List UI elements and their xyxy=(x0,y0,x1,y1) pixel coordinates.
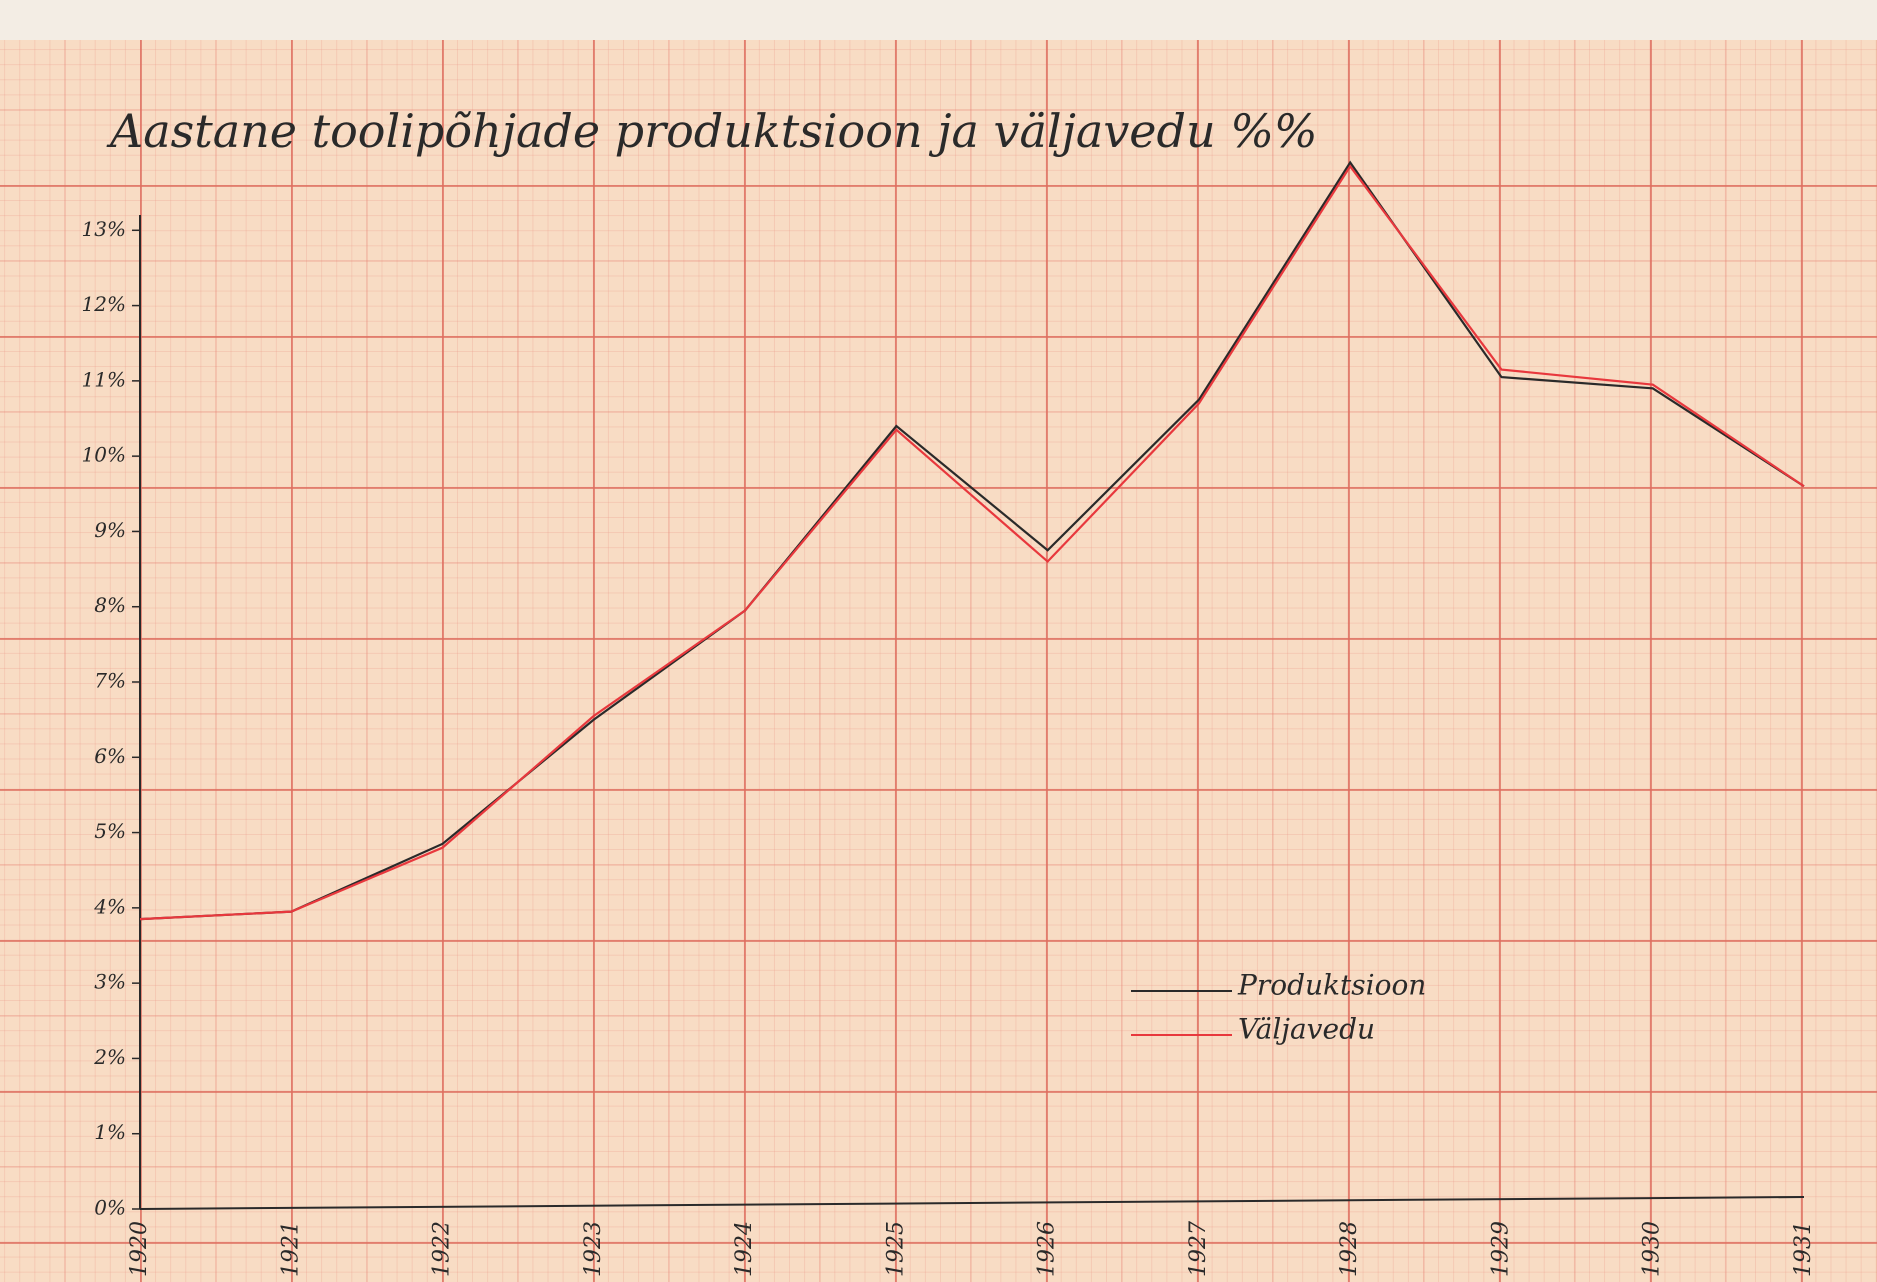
x-tick-label: 1923 xyxy=(581,1221,606,1277)
page: Aastane toolipõhjade produktsioon ja väl… xyxy=(0,0,1877,1282)
chart-title: Aastane toolipõhjade produktsioon ja väl… xyxy=(106,104,1318,158)
y-tick-label: 7% xyxy=(94,669,126,693)
y-tick-label: 10% xyxy=(82,443,126,467)
x-tick-label: 1926 xyxy=(1035,1221,1060,1277)
x-tick-label: 1925 xyxy=(883,1221,908,1277)
x-tick-label: 1931 xyxy=(1791,1221,1816,1277)
x-tick-label: 1930 xyxy=(1640,1221,1665,1277)
x-tick-label: 1924 xyxy=(732,1221,757,1277)
x-tick-label: 1920 xyxy=(127,1221,152,1277)
x-tick-label: 1927 xyxy=(1186,1221,1211,1277)
y-tick-label: 8% xyxy=(94,593,126,617)
x-tick-label: 1929 xyxy=(1488,1221,1513,1277)
y-tick-label: 4% xyxy=(93,894,126,918)
x-tick-label: 1928 xyxy=(1337,1221,1362,1277)
y-tick-label: 2% xyxy=(93,1045,126,1069)
data-line xyxy=(140,166,1804,919)
y-tick-label: 5% xyxy=(94,819,126,843)
y-tick-label: 0% xyxy=(94,1196,126,1220)
y-tick-label: 9% xyxy=(94,518,126,542)
data-line xyxy=(140,163,1804,920)
x-tick-label: 1922 xyxy=(430,1221,455,1277)
chart: Aastane toolipõhjade produktsioon ja väl… xyxy=(0,0,1877,1282)
y-tick-label: 11% xyxy=(82,367,126,391)
y-tick-label: 12% xyxy=(82,292,126,316)
y-tick-label: 1% xyxy=(94,1120,126,1144)
y-tick-label: 6% xyxy=(94,744,126,768)
legend-label: Väljavedu xyxy=(1238,1013,1375,1046)
legend-label: Produktsioon xyxy=(1237,969,1426,1002)
y-tick-label: 3% xyxy=(94,970,126,994)
x-tick-label: 1921 xyxy=(278,1221,303,1277)
y-tick-label: 13% xyxy=(82,217,126,241)
x-axis xyxy=(140,1197,1804,1209)
